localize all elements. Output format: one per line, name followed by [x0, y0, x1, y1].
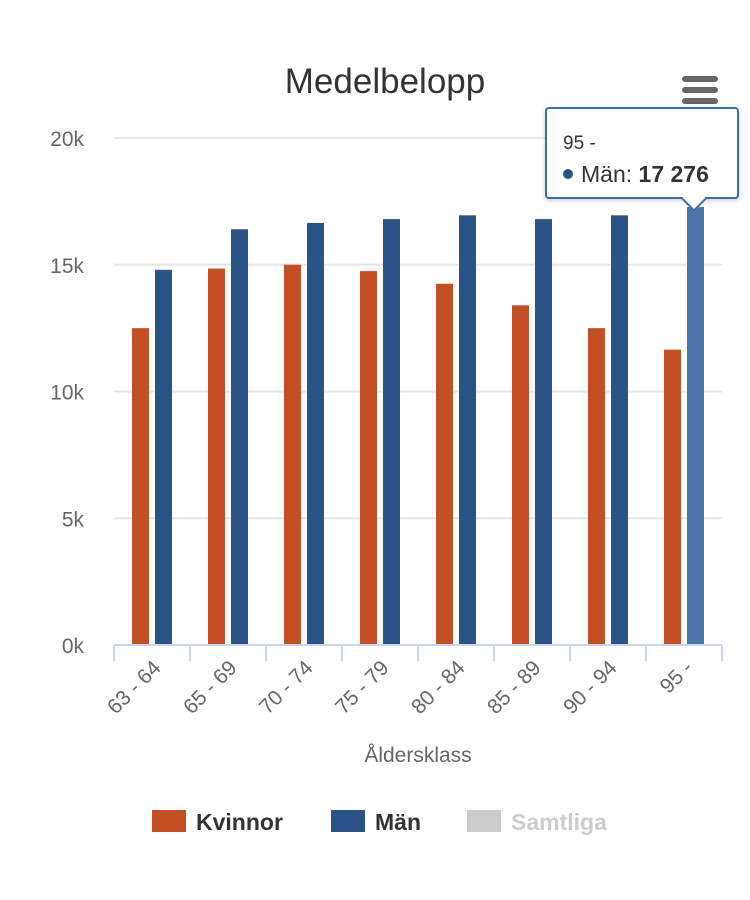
bars	[132, 207, 704, 646]
bar-kvinnor-4[interactable]	[436, 283, 453, 645]
bar-man-2[interactable]	[307, 222, 324, 646]
bar-man-4[interactable]	[459, 215, 476, 645]
bar-man-1[interactable]	[231, 229, 248, 645]
bar-kvinnor-0[interactable]	[132, 328, 149, 645]
y-tick-label: 10k	[50, 382, 84, 405]
bar-man-5[interactable]	[535, 219, 552, 645]
legend-label-man: Män	[375, 809, 421, 835]
chart-menu-button[interactable]	[678, 72, 722, 108]
y-axis: 0k 5k 10k 15k 20k	[50, 128, 84, 658]
y-tick-label: 0k	[62, 635, 85, 658]
legend-item-man[interactable]: Män	[331, 806, 441, 840]
tooltip: 95 - Män: 17 276	[545, 107, 739, 212]
bar-kvinnor-2[interactable]	[284, 264, 301, 645]
legend-label-samtliga: Samtliga	[511, 809, 607, 835]
tooltip-value: 17 276	[638, 161, 709, 187]
tooltip-line: Män: 17 276	[563, 161, 709, 188]
x-tick-label: 63 - 64	[103, 656, 166, 719]
legend-swatch-kvinnor	[152, 810, 186, 832]
bar-man-3[interactable]	[383, 219, 400, 645]
legend-swatch-samtliga	[467, 810, 501, 832]
chart-title: Medelbelopp	[285, 62, 485, 101]
bar-man-6[interactable]	[611, 215, 628, 645]
tooltip-separator: :	[625, 161, 639, 187]
bar-kvinnor-1[interactable]	[208, 268, 225, 645]
legend: Kvinnor Män Samtliga	[0, 806, 750, 840]
bar-man-7[interactable]	[687, 207, 704, 645]
bar-kvinnor-3[interactable]	[360, 271, 377, 645]
bar-man-0[interactable]	[155, 269, 172, 645]
x-tick-label: 95 -	[656, 656, 698, 698]
tooltip-header: 95 -	[563, 133, 596, 154]
y-tick-label: 5k	[62, 508, 85, 531]
x-tick-label: 85 - 89	[483, 656, 546, 719]
legend-label-kvinnor: Kvinnor	[196, 809, 283, 835]
x-tick-label: 65 - 69	[179, 656, 242, 719]
y-tick-label: 20k	[50, 128, 84, 151]
bar-kvinnor-7[interactable]	[664, 349, 681, 645]
tooltip-series-name: Män	[581, 161, 626, 187]
x-tick-label: 90 - 94	[559, 656, 622, 719]
bar-kvinnor-6[interactable]	[588, 328, 605, 645]
x-axis: 63 - 64 65 - 69 70 - 74 75 - 79 80 - 84 85 - …	[103, 644, 723, 719]
x-tick-label: 70 - 74	[255, 656, 318, 719]
x-tick-label: 75 - 79	[331, 656, 394, 719]
legend-item-kvinnor[interactable]: Kvinnor	[152, 806, 302, 840]
x-tick-label: 80 - 84	[407, 656, 470, 719]
tooltip-series-marker	[563, 168, 573, 179]
x-axis-title: Åldersklass	[364, 744, 471, 767]
legend-swatch-man	[331, 810, 365, 832]
y-tick-label: 15k	[50, 255, 84, 278]
legend-item-samtliga[interactable]: Samtliga	[467, 806, 627, 840]
bar-kvinnor-5[interactable]	[512, 305, 529, 645]
